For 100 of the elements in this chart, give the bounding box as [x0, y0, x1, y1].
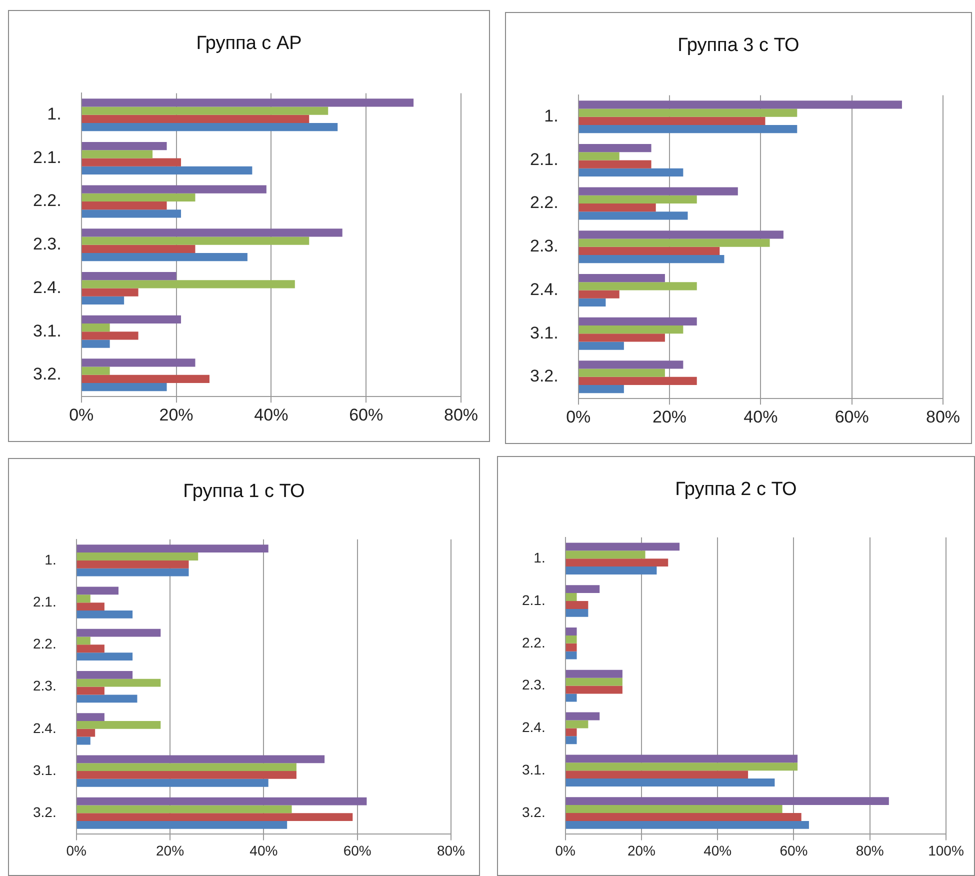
bar [578, 317, 697, 326]
bar [566, 754, 798, 763]
y-tick-label: 3.1. [32, 762, 56, 778]
bar [76, 821, 288, 829]
y-tick-label: 2.1. [522, 592, 546, 608]
bar [76, 678, 161, 687]
x-tick-label: 80% [856, 842, 884, 858]
bar [76, 728, 96, 737]
bar [566, 585, 600, 594]
bar [566, 728, 577, 736]
bar [578, 160, 652, 168]
y-tick-label: 2.3. [32, 234, 62, 254]
x-tick-label: 80% [926, 407, 960, 426]
x-tick-label: 60% [349, 405, 384, 424]
bar [76, 771, 296, 779]
bar [566, 720, 588, 728]
bar [82, 288, 138, 296]
y-tick-label: 1. [534, 549, 546, 566]
x-tick-label: 80% [436, 842, 466, 858]
bar [76, 644, 104, 653]
y-tick-label: 2.4. [530, 280, 558, 299]
bar [82, 366, 110, 375]
bar [578, 230, 784, 239]
bar [578, 385, 624, 394]
bar [578, 282, 697, 290]
y-tick-label: 3.2. [530, 366, 558, 386]
bar [82, 142, 167, 150]
y-tick-label: 2.4. [32, 720, 56, 736]
bar [76, 610, 133, 618]
bar [578, 212, 688, 220]
bar [566, 566, 657, 574]
bar [566, 770, 748, 779]
y-tick-label: 2.3. [530, 236, 558, 256]
bar [566, 694, 577, 702]
bar [566, 686, 622, 694]
bar [82, 185, 266, 194]
y-tick-label: 3.2. [32, 364, 62, 384]
chart-title: Группа 3 с ТО [676, 35, 800, 57]
bar [566, 678, 622, 686]
y-tick-label: 2.3. [32, 678, 56, 694]
bar [82, 114, 310, 123]
bar [82, 236, 310, 245]
bar [566, 558, 668, 567]
chart-title: Группа 1 с ТО [182, 481, 306, 503]
bar [566, 762, 798, 771]
bar [82, 244, 196, 254]
bar [578, 274, 665, 282]
bar [82, 166, 252, 174]
bar [82, 106, 328, 115]
x-tick-label: 20% [652, 407, 687, 426]
y-tick-label: 2.3. [522, 676, 546, 693]
y-tick-label: 2.1. [32, 593, 56, 610]
bar [566, 550, 646, 559]
bar [76, 628, 161, 637]
bar [76, 586, 118, 595]
x-tick-label: 60% [780, 842, 808, 858]
bar [82, 228, 342, 237]
bar [82, 123, 338, 132]
x-tick-label: 0% [69, 405, 94, 424]
y-tick-label: 3.1. [522, 761, 546, 778]
y-tick-label: 2.4. [32, 278, 62, 297]
bar [566, 736, 577, 744]
y-tick-label: 3.1. [32, 321, 62, 340]
x-tick-label: 40% [744, 407, 778, 426]
y-tick-label: 3.2. [32, 804, 56, 820]
bar [578, 376, 697, 386]
x-tick-label: 40% [254, 405, 288, 424]
bar [82, 332, 138, 340]
y-tick-label: 2.2. [522, 634, 546, 650]
bar [566, 628, 577, 636]
y-tick-label: 1. [44, 551, 56, 568]
bar [76, 763, 296, 772]
bar [76, 671, 133, 679]
bar [82, 374, 210, 384]
bar [578, 238, 770, 247]
y-tick-label: 2.4. [522, 719, 546, 736]
bar [566, 805, 782, 813]
y-tick-label: 2.1. [32, 148, 62, 167]
bar [76, 560, 189, 568]
bar [578, 290, 620, 298]
bar [82, 253, 248, 262]
x-tick-label: 0% [66, 842, 86, 858]
x-tick-label: 20% [159, 405, 194, 424]
y-tick-label: 3.2. [522, 804, 546, 820]
bar [82, 296, 124, 304]
bar [566, 778, 775, 786]
bar [578, 246, 720, 256]
bar [76, 721, 161, 729]
bar [76, 797, 367, 806]
bar [76, 686, 104, 695]
x-tick-label: 40% [704, 842, 732, 858]
bar [76, 778, 268, 787]
chart-title: Группа с АР [195, 33, 303, 55]
x-tick-label: 60% [343, 842, 372, 858]
bar [76, 755, 325, 764]
y-tick-label: 1. [544, 106, 558, 126]
bar [82, 340, 110, 348]
bar [76, 805, 292, 814]
bar [76, 694, 138, 703]
y-tick-label: 3.1. [530, 323, 558, 342]
